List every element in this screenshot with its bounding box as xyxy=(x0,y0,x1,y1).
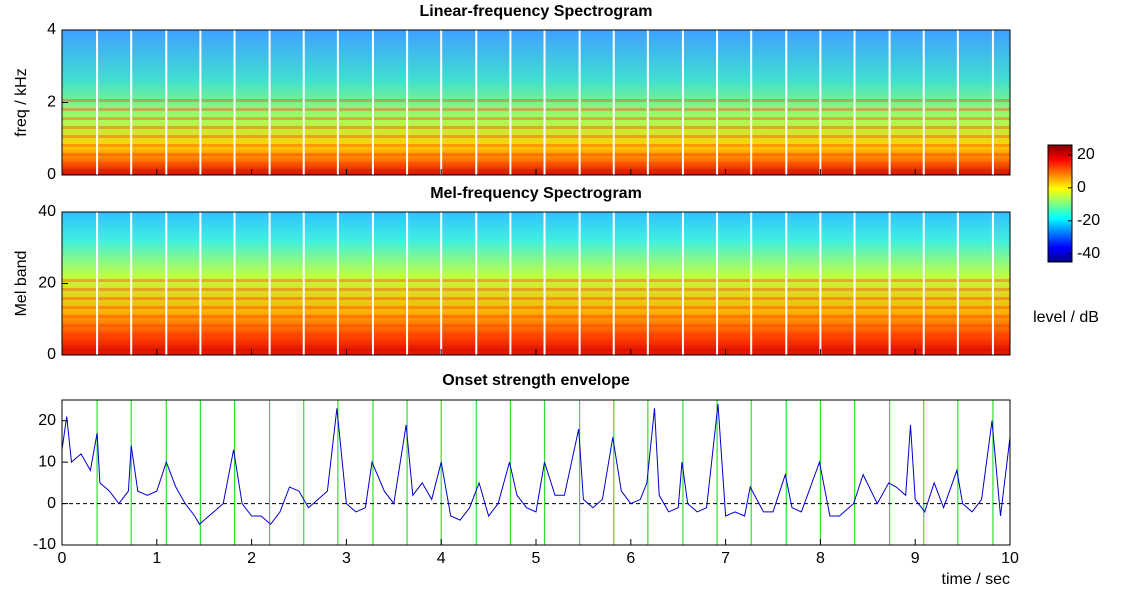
x-axis-label: time / sec xyxy=(942,571,1010,588)
x-tick-label: 1 xyxy=(152,550,161,567)
y-tick-label: -10 xyxy=(33,536,56,553)
x-tick-label: 7 xyxy=(721,550,730,567)
y-tick-label: 0 xyxy=(47,346,56,363)
x-tick-label: 3 xyxy=(342,550,351,567)
x-tick-label: 2 xyxy=(247,550,256,567)
y-axis-label: Mel band xyxy=(13,251,30,317)
x-tick-label: 8 xyxy=(816,550,825,567)
y-tick-label: 2 xyxy=(47,94,56,111)
panel-title: Linear-frequency Spectrogram xyxy=(420,3,653,20)
y-tick-label: 0 xyxy=(47,166,56,183)
x-tick-label: 5 xyxy=(532,550,541,567)
y-tick-label: 20 xyxy=(38,412,56,429)
plot-frame xyxy=(61,399,1011,546)
panel-title: Mel-frequency Spectrogram xyxy=(430,185,642,202)
spectrogram-texture xyxy=(62,276,1010,355)
y-axis-label: freq / kHz xyxy=(13,68,30,136)
spectrogram-texture xyxy=(62,95,1010,175)
x-tick-label: 0 xyxy=(58,550,67,567)
colorbar xyxy=(1047,144,1073,263)
colorbar-tick-label: -20 xyxy=(1077,212,1100,229)
y-tick-label: 10 xyxy=(38,453,56,470)
panel-title: Onset strength envelope xyxy=(442,372,630,389)
colorbar-label: level / dB xyxy=(1033,309,1099,326)
y-tick-label: 20 xyxy=(38,275,56,292)
y-tick-label: 0 xyxy=(47,495,56,512)
colorbar-tick-label: -40 xyxy=(1077,245,1100,262)
x-tick-label: 9 xyxy=(911,550,920,567)
colorbar-tick-label: 0 xyxy=(1077,179,1086,196)
x-tick-label: 4 xyxy=(437,550,446,567)
x-tick-label: 6 xyxy=(626,550,635,567)
onset-line xyxy=(61,404,1011,526)
x-tick-label: 10 xyxy=(1001,550,1019,567)
colorbar-tick-label: 20 xyxy=(1077,146,1095,163)
y-tick-label: 4 xyxy=(47,21,56,38)
y-tick-label: 40 xyxy=(38,203,56,220)
